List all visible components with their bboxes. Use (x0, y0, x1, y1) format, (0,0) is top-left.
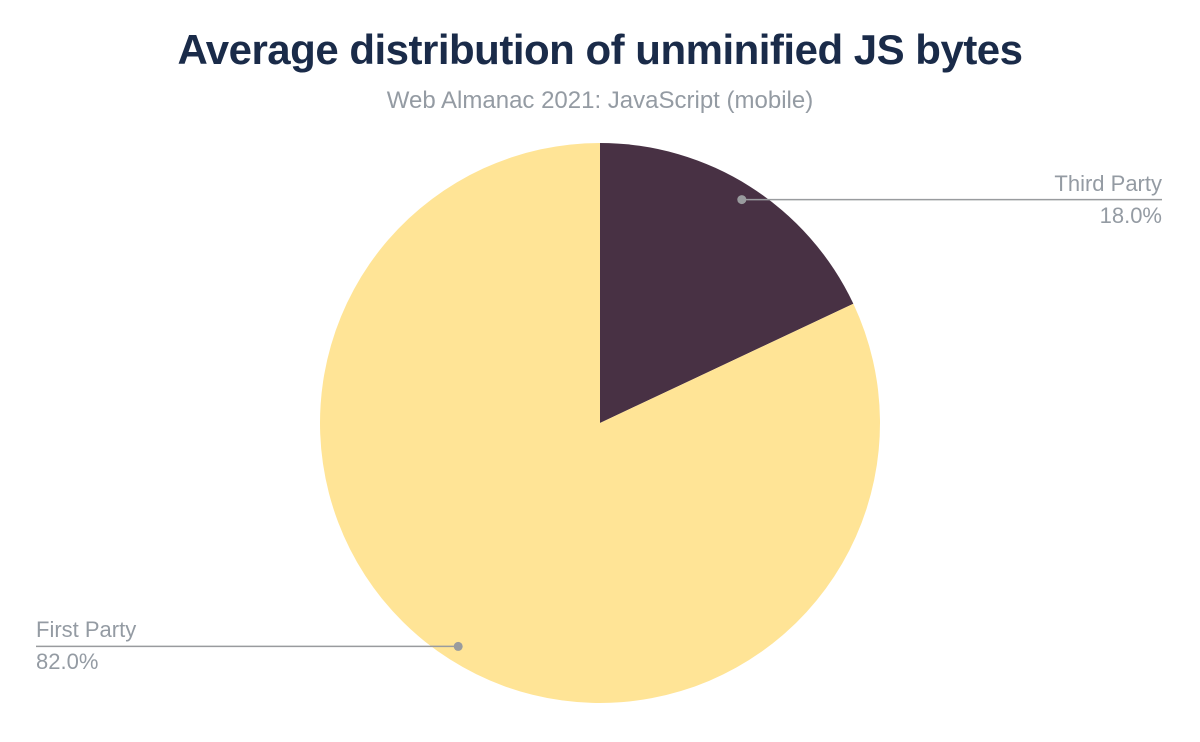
pie-slice-first-party[interactable] (319, 143, 880, 703)
leader-dot-first-party (453, 641, 463, 651)
chart-title: Average distribution of unminified JS by… (177, 26, 1023, 73)
chart-subtitle: Web Almanac 2021: JavaScript (mobile) (386, 87, 814, 114)
slice-value-third-party: 18.0% (1099, 202, 1162, 228)
pie-slice-third-party[interactable] (600, 143, 854, 423)
callout-first-party: First Party 82.0% (36, 616, 136, 676)
slice-label-first-party: First Party (36, 617, 137, 643)
callout-third-party: Third Party 18.0% (1054, 170, 1162, 230)
leader-dot-third-party (737, 195, 747, 205)
slice-label-third-party: Third Party (1054, 170, 1162, 196)
slice-value-first-party: 82.0% (36, 649, 99, 675)
